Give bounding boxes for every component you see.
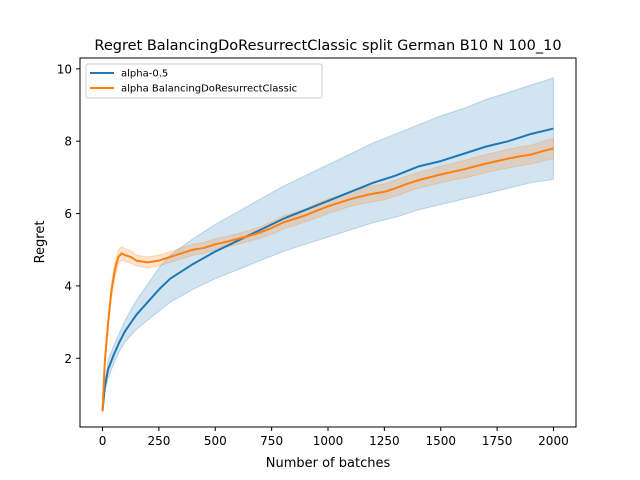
x-tick-label: 1500 <box>425 434 456 448</box>
x-tick-label: 250 <box>147 434 170 448</box>
x-tick-label: 2000 <box>538 434 569 448</box>
x-axis-ticks: 0 250 500 750 1000 1250 1500 1750 2000 <box>99 427 569 448</box>
series-lines <box>101 127 554 411</box>
y-tick-label: 4 <box>64 279 72 293</box>
y-axis-ticks: 2 4 6 8 10 <box>57 62 80 366</box>
y-axis-label: Regret <box>33 221 48 264</box>
x-tick-label: 500 <box>204 434 227 448</box>
band-alpha-balancing <box>102 137 554 413</box>
legend-label-alpha-balancing: alpha BalancingDoResurrectClassic <box>121 84 297 95</box>
y-tick-label: 10 <box>57 62 72 76</box>
line-alpha-balancing <box>101 147 554 411</box>
legend: alpha-0.5 alpha BalancingDoResurrectClas… <box>85 63 323 99</box>
chart-title: Regret BalancingDoResurrectClassic split… <box>94 38 561 54</box>
legend-box <box>85 63 323 99</box>
x-tick-label: 1750 <box>482 434 513 448</box>
y-tick-label: 2 <box>64 352 72 366</box>
x-tick-label: 1250 <box>369 434 400 448</box>
x-tick-label: 750 <box>260 434 283 448</box>
x-tick-label: 1000 <box>313 434 344 448</box>
legend-label-alpha-0.5: alpha-0.5 <box>121 69 168 80</box>
x-tick-label: 0 <box>99 434 107 448</box>
line-alpha-0.5 <box>101 127 554 411</box>
x-axis-label: Number of batches <box>266 456 391 471</box>
y-tick-label: 6 <box>64 207 72 221</box>
y-tick-label: 8 <box>64 135 72 149</box>
plot-area <box>101 77 554 413</box>
